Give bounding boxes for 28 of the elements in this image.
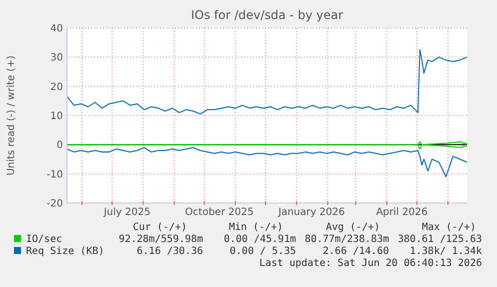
text: Last update: Sat Jun 20 06:40:13 2026 — [259, 258, 482, 269]
y-tick-label: 30 — [50, 52, 63, 64]
y-axis-title: Units read (-) / write (+) — [6, 55, 17, 176]
x-tick-label: October 2025 — [185, 207, 254, 218]
text: 380.61 /125.63 — [398, 234, 482, 245]
text: Min (-/+) — [228, 222, 283, 233]
legend-label: IO/sec — [26, 234, 62, 245]
text: Max (-/+) — [422, 222, 476, 233]
y-tick-label: -20 — [46, 198, 63, 210]
text: 0.00 / 5.35 — [230, 246, 296, 257]
x-tick-label: July 2025 — [102, 207, 150, 218]
y-tick-label: 40 — [50, 24, 63, 34]
x-tick-label: January 2026 — [277, 207, 345, 218]
text: 92.28m/559.98m — [118, 234, 203, 245]
y-tick-label: -10 — [46, 169, 63, 180]
y-tick-label: 10 — [50, 111, 63, 122]
text: 2.66 /14.60 — [322, 246, 389, 257]
text: 1.38k/ 1.34k — [410, 246, 482, 257]
text: 0.00 /45.91m — [224, 234, 296, 245]
text: 6.16 /30.36 — [136, 246, 203, 257]
text: Avg (-/+) — [326, 222, 380, 233]
text: 80.77m/238.83m — [304, 234, 389, 245]
chart-title: IOs for /dev/sda - by year — [190, 8, 344, 22]
y-tick-label: 0 — [56, 140, 63, 152]
x-tick-label: April 2026 — [376, 207, 428, 218]
y-tick-label: 20 — [50, 82, 63, 93]
legend-label: Req Size (KB) — [26, 246, 104, 257]
text: Cur (-/+) — [132, 222, 187, 233]
